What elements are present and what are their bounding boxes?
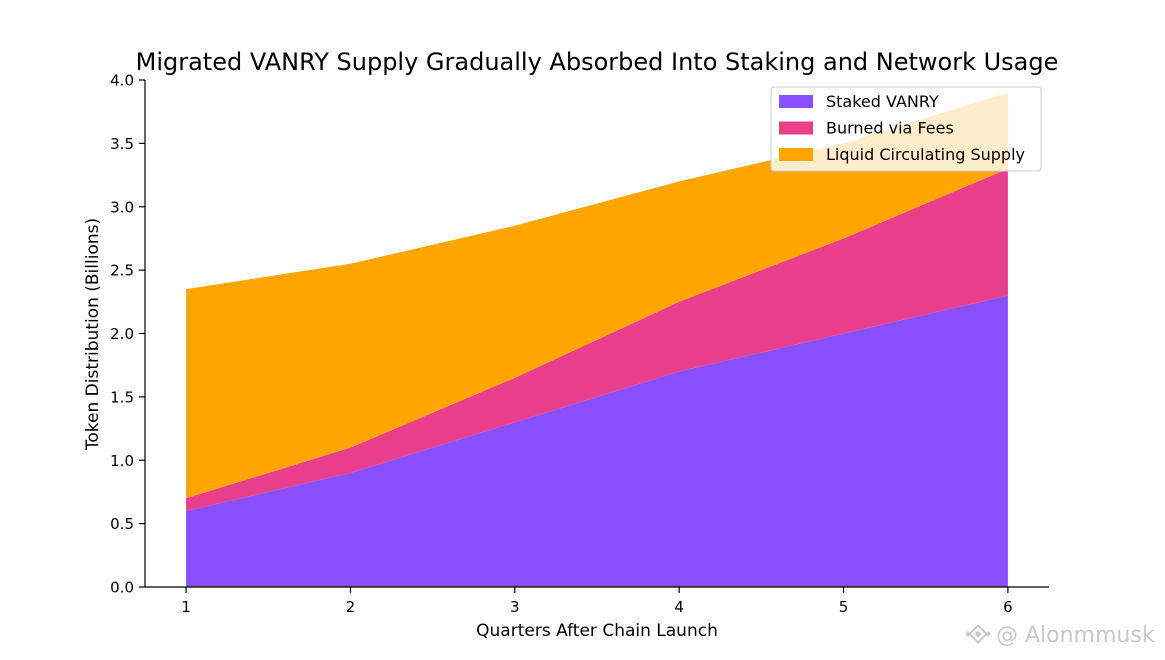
x-ticks: 1 2 3 4 5 6	[181, 587, 1013, 616]
binance-logo-icon	[965, 624, 991, 644]
legend-swatch	[779, 148, 813, 161]
y-tick-label: 1.0	[110, 452, 134, 470]
x-tick-label: 4	[674, 598, 684, 616]
y-tick-label: 0.5	[110, 515, 134, 533]
x-tick-label: 5	[839, 598, 849, 616]
y-axis-title: Token Distribution (Billions)	[83, 218, 103, 451]
watermark-text: @ Alonmmusk	[996, 623, 1155, 648]
x-tick-label: 3	[510, 598, 520, 616]
y-tick-label: 1.5	[110, 388, 134, 406]
x-tick-label: 6	[1003, 598, 1013, 616]
legend-label: Burned via Fees	[826, 119, 954, 138]
legend-box	[770, 86, 1042, 172]
y-tick-label: 2.5	[110, 262, 134, 280]
area-series-3	[186, 92, 1008, 499]
area-layers	[186, 92, 1008, 587]
y-tick-label: 4.0	[110, 72, 134, 90]
x-tick-label: 1	[181, 598, 191, 616]
chart-title: Migrated VANRY Supply Gradually Absorbed…	[136, 48, 1059, 76]
area-series-2	[186, 168, 1008, 511]
legend-items: Staked VANRY Burned via Fees Liquid Circul…	[779, 92, 1025, 164]
legend-label: Staked VANRY	[826, 92, 939, 111]
area-series-1	[186, 295, 1008, 587]
legend-swatch	[779, 95, 813, 108]
legend: Staked VANRY Burned via Fees Liquid Circul…	[770, 86, 1042, 172]
y-tick-label: 3.5	[110, 135, 134, 153]
y-tick-label: 0.0	[110, 579, 134, 597]
y-tick-label: 3.0	[110, 198, 134, 216]
legend-label: Liquid Circulating Supply	[826, 145, 1025, 164]
x-axis-title: Quarters After Chain Launch	[476, 621, 718, 641]
watermark: @ Alonmmusk	[965, 623, 1155, 648]
y-ticks: 0.0 0.5 1.0 1.5 2.0 2.5 3.0 3.5 4.0	[110, 72, 145, 597]
y-tick-label: 2.0	[110, 325, 134, 343]
legend-swatch	[779, 121, 813, 135]
x-tick-label: 2	[346, 598, 356, 616]
